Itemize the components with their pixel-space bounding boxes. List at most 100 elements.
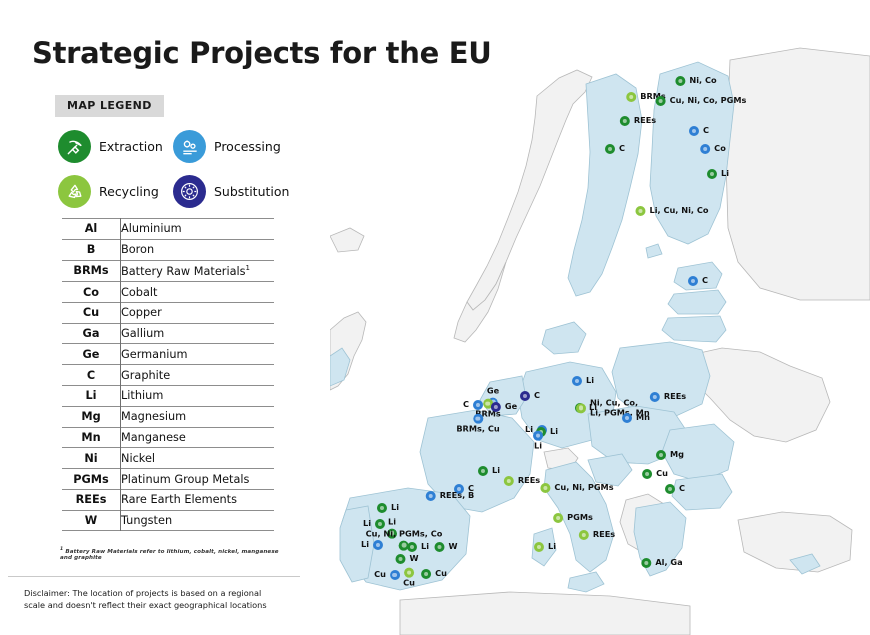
table-row: PGMs Platinum Group Metals [62, 468, 274, 490]
marker-label: Li [585, 375, 595, 386]
recycle-icon [58, 175, 91, 208]
divider [8, 576, 300, 577]
map-marker[interactable]: Li [363, 518, 386, 529]
abbreviation-name: Tungsten [121, 514, 173, 528]
marker-label: Ni, Co [689, 75, 717, 86]
marker-label: Li [360, 539, 370, 550]
abbreviation-name: Magnesium [121, 410, 187, 424]
map-marker[interactable]: Li [706, 168, 729, 179]
marker-dot-extraction-icon [664, 484, 675, 494]
marker-label: Li [387, 516, 397, 527]
map-marker[interactable]: REEs [503, 475, 540, 486]
marker-dot-processing-icon [425, 491, 436, 501]
europe-map[interactable]: Ni, Co BRMs Cu, Ni, Co, PGMs REEs C C Co Li Li, … [330, 0, 870, 635]
map-marker[interactable]: C [453, 483, 475, 494]
marker-label: C [467, 483, 475, 494]
abbreviation-name: Battery Raw Materials1 [121, 263, 251, 278]
map-marker[interactable]: Li [571, 375, 595, 386]
marker-label: Li [547, 541, 557, 552]
map-marker[interactable]: Mn [622, 412, 650, 423]
map-marker[interactable]: Li [477, 465, 500, 476]
marker-label: Li [588, 402, 598, 413]
disclaimer-text: Disclaimer: The location of projects is … [24, 588, 267, 610]
legend-item-recycling[interactable]: Recycling [58, 175, 173, 208]
abbreviation-name: Aluminium [121, 222, 182, 236]
map-marker[interactable]: PGMs [553, 512, 593, 523]
map-marker[interactable]: Al, Ga [641, 557, 683, 568]
legend-item-substitution[interactable]: Substitution [173, 175, 290, 208]
marker-label: Mg [669, 449, 685, 460]
map-marker[interactable]: Ni, Cu, Co, Li, PGMs, Mn [576, 397, 652, 417]
table-row: Ga Gallium [62, 323, 274, 344]
map-marker[interactable]: BRMs [475, 398, 501, 420]
map-marker[interactable]: Cu [421, 568, 447, 579]
table-row: Mg Magnesium [62, 406, 274, 428]
marker-dot-processing-icon [571, 376, 582, 386]
country-shape-non-eu [725, 47, 870, 301]
map-marker[interactable]: C [664, 483, 685, 494]
legend-label-substitution: Substitution [214, 184, 290, 199]
map-marker[interactable]: REEs [649, 391, 686, 402]
map-marker[interactable]: REEs, B [425, 490, 475, 501]
map-marker[interactable]: REEs [578, 529, 615, 540]
map-marker[interactable]: BRMs [626, 91, 666, 102]
map-marker[interactable]: Li [533, 430, 543, 452]
map-marker[interactable]: Ge [490, 401, 517, 412]
country-shape-eu [567, 571, 605, 593]
map-marker[interactable]: Cu [642, 468, 668, 479]
map-marker[interactable]: Co [700, 143, 726, 154]
map-marker[interactable]: Cu [374, 569, 400, 580]
legend-item-processing[interactable]: Processing [173, 130, 288, 163]
map-marker[interactable]: W [434, 541, 458, 552]
marker-label: W [448, 541, 458, 552]
abbreviation-name: Boron [121, 243, 155, 257]
marker-dot-processing-icon [622, 413, 633, 423]
marker-dot-recycling-icon [404, 567, 414, 578]
legend-item-extraction[interactable]: Extraction [58, 130, 173, 163]
legend-row: Extraction Processing [58, 130, 298, 163]
map-marker[interactable]: Cu, Ni, PGMs [540, 482, 614, 493]
marker-label: BRMs [475, 408, 501, 419]
marker-label: Li [524, 424, 534, 435]
map-marker[interactable]: Ni, Co [675, 75, 717, 86]
map-marker[interactable]: C [688, 125, 709, 136]
map-marker[interactable]: Cu [403, 567, 415, 589]
abbreviation-code: Co [62, 281, 121, 303]
map-marker[interactable]: Li [533, 541, 557, 552]
abbreviation-code: Mg [62, 406, 121, 428]
map-marker[interactable]: C [519, 390, 540, 401]
map-marker[interactable]: C [604, 143, 625, 154]
map-marker[interactable]: Cu, Ni, PGMs, Co [366, 529, 442, 551]
map-marker[interactable]: Li [387, 516, 397, 539]
table-row: Co Cobalt [62, 281, 274, 303]
map-marker[interactable]: BRMs, Cu [456, 413, 500, 435]
map-marker[interactable]: Li, Cu, Ni, Co [635, 205, 709, 216]
map-marker[interactable]: REEs [619, 115, 656, 126]
marker-dot-processing-icon [389, 570, 400, 580]
country-shape-eu [661, 315, 727, 343]
marker-dot-recycling-icon [482, 398, 493, 409]
country-shape-eu [671, 473, 733, 511]
marker-label: Li [420, 541, 430, 552]
map-marker[interactable]: C [687, 275, 708, 286]
map-marker[interactable]: Mg [655, 449, 685, 460]
abbreviation-code: Li [62, 385, 121, 407]
map-marker[interactable]: Li [360, 539, 384, 550]
map-marker[interactable]: Li [406, 541, 430, 552]
marker-label: Cu [435, 568, 447, 579]
marker-dot-processing-icon [687, 276, 698, 286]
marker-dot-extraction-icon [387, 528, 397, 539]
table-row: BRMs Battery Raw Materials1 [62, 260, 274, 282]
table-row: Al Aluminium [62, 218, 274, 240]
map-marker[interactable]: W [395, 553, 419, 564]
abbreviation-code: C [62, 364, 121, 386]
marker-dot-substitution-icon [519, 391, 530, 401]
country-shape-eu [587, 453, 633, 487]
map-marker[interactable]: C [463, 399, 484, 410]
abbreviation-code: Ga [62, 323, 121, 344]
abbreviation-code: Cu [62, 302, 121, 324]
map-marker[interactable]: Li [376, 502, 399, 513]
map-marker[interactable]: Cu, Ni, Co, PGMs [655, 95, 746, 106]
marker-label: Cu, Ni, PGMs [554, 482, 614, 493]
marker-label: REEs, B [439, 490, 475, 501]
